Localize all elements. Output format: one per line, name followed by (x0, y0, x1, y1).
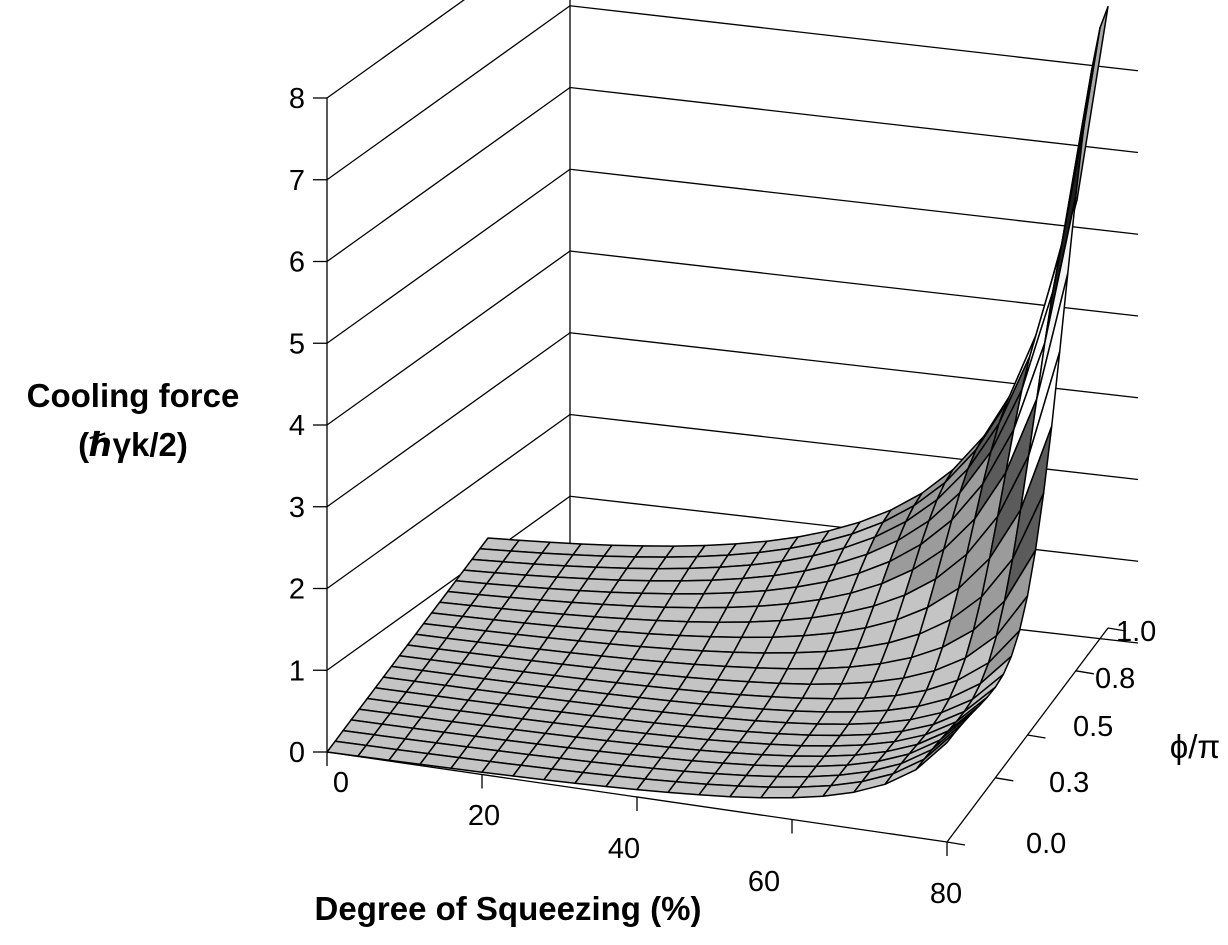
z-tick-label: 8 (289, 83, 305, 115)
z-axis-tick-labels: 0 1 2 3 4 5 6 7 8 (289, 83, 305, 769)
y-tick-label: 0.5 (1073, 711, 1113, 743)
x-tick-label: 0 (333, 767, 349, 799)
x-tick-label: 80 (930, 878, 962, 910)
z-tick-label: 1 (289, 655, 305, 687)
gridline-z (326, 168, 1139, 344)
gridline-z (326, 86, 1139, 263)
y-axis-tick-labels: 0.0 0.3 0.5 0.8 1.0 (1026, 616, 1156, 860)
z-axis-title-line2: (ℏγk/2) (78, 426, 188, 463)
z-axis-title-line1: Cooling force (27, 377, 240, 414)
gridline-z (326, 0, 465, 99)
z-tick-label: 3 (289, 492, 305, 524)
y-tick-mark (995, 777, 1014, 782)
x-tick-label: 40 (608, 833, 640, 865)
z-tick-label: 2 (289, 574, 305, 606)
y-axis-title: ϕ/π (1170, 728, 1220, 765)
x-axis-tick-labels: 0 20 40 60 80 (333, 767, 962, 910)
y-tick-label: 0.0 (1026, 828, 1066, 860)
y-tick-label: 1.0 (1116, 616, 1156, 648)
y-tick-mark (1107, 627, 1127, 632)
y-tick-mark (946, 841, 966, 846)
y-tick-mark (1027, 734, 1046, 739)
z-tick-label: 7 (289, 165, 305, 197)
axis-ticks (313, 97, 1127, 856)
z-tick-label: 5 (289, 328, 305, 360)
surface-cell (915, 731, 956, 771)
z-tick-label: 4 (289, 410, 305, 442)
x-tick-label: 60 (748, 866, 780, 898)
x-axis-title: Degree of Squeezing (%) (315, 890, 702, 927)
z-tick-label: 6 (289, 247, 305, 279)
y-tick-label: 0.8 (1095, 663, 1135, 695)
surface-mesh (326, 5, 1109, 799)
z-tick-label: 0 (289, 737, 305, 769)
x-tick-label: 20 (468, 800, 500, 832)
y-tick-label: 0.3 (1049, 767, 1089, 799)
y-tick-mark (1075, 670, 1094, 675)
gridline-z (326, 5, 1139, 181)
